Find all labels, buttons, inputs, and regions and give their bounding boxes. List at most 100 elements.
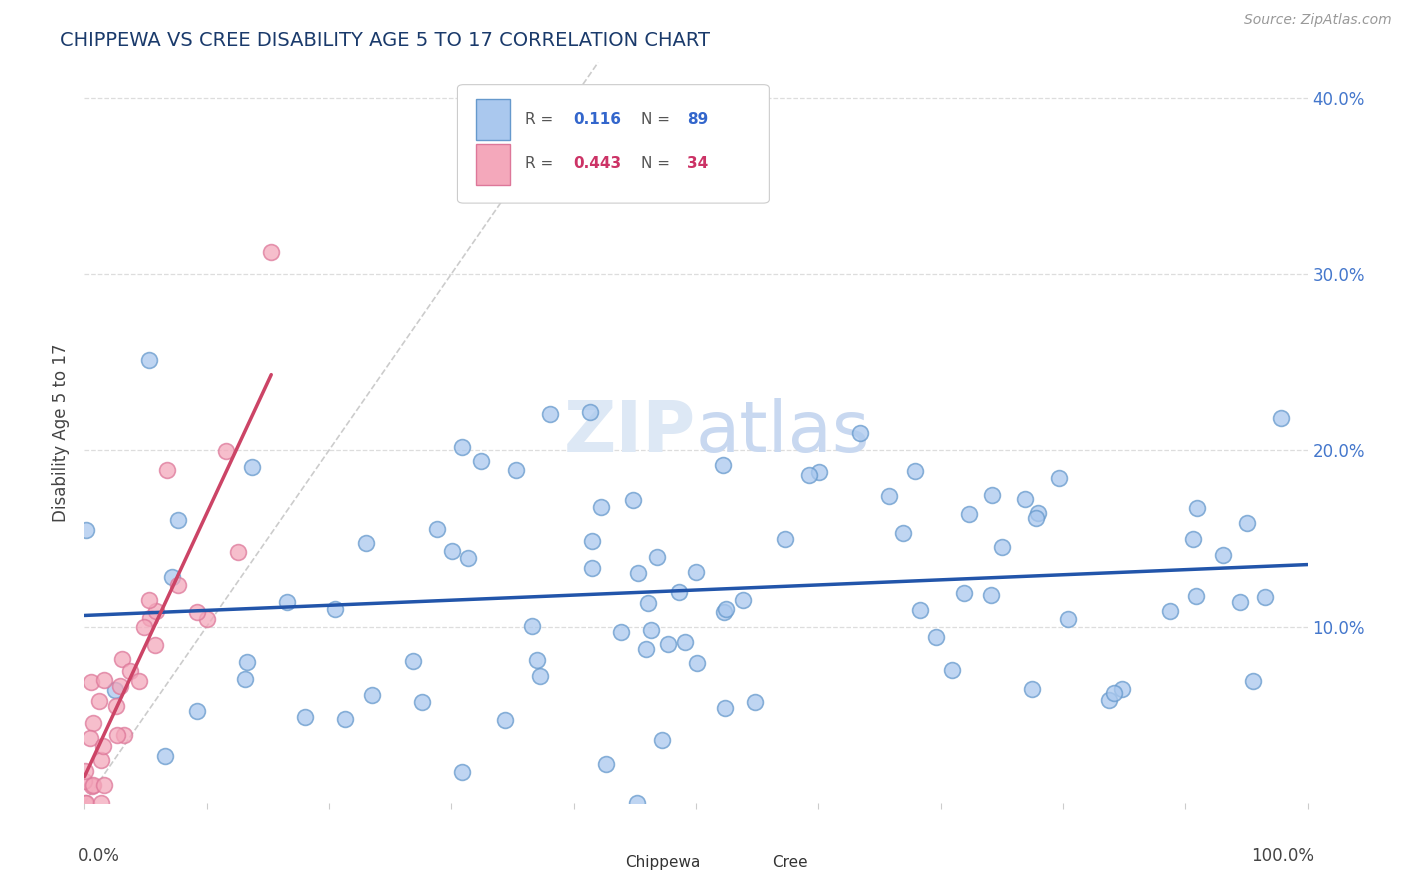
Point (520, 619, 543, 633)
Point (904, 464, 927, 478)
Point (731, 593, 754, 607)
Point (361, 688, 384, 702)
Text: R =: R = (524, 156, 558, 171)
Point (75, 764, 97, 778)
Point (714, 602, 737, 616)
Point (1098, 693, 1121, 707)
Point (621, 493, 644, 508)
Text: CHIPPEWA VS CREE DISABILITY AGE 5 TO 17 CORRELATION CHART: CHIPPEWA VS CREE DISABILITY AGE 5 TO 17 … (60, 30, 710, 50)
Text: 89: 89 (688, 112, 709, 127)
Point (440, 544, 463, 558)
Point (79, 731, 101, 745)
Point (138, 592, 160, 607)
Point (260, 244, 283, 259)
Point (90, 753, 112, 767)
Bar (592, 848, 619, 877)
Point (941, 663, 963, 677)
Bar (475, 144, 510, 185)
Point (640, 624, 662, 638)
Point (112, 728, 135, 742)
Point (494, 713, 516, 727)
Point (457, 550, 479, 565)
Point (470, 454, 492, 468)
Text: Source: ZipAtlas.com: Source: ZipAtlas.com (1244, 13, 1392, 28)
Point (668, 585, 690, 599)
Point (236, 655, 259, 669)
Point (953, 586, 976, 600)
Point (991, 540, 1014, 554)
Point (807, 465, 830, 479)
Point (908, 602, 931, 616)
Point (128, 673, 150, 688)
Point (1159, 604, 1181, 618)
Point (1241, 673, 1264, 688)
Point (411, 695, 433, 709)
Point (744, 695, 766, 709)
Point (1028, 506, 1050, 520)
Point (1014, 491, 1036, 506)
Point (1056, 612, 1078, 626)
Point (166, 513, 188, 527)
Point (673, 635, 696, 649)
Point (104, 682, 127, 697)
Point (82, 716, 104, 731)
Point (651, 732, 673, 747)
Point (156, 463, 179, 477)
Text: 0.116: 0.116 (574, 112, 621, 127)
Point (505, 463, 527, 477)
Point (773, 532, 796, 546)
Point (162, 570, 184, 584)
Point (1185, 500, 1208, 515)
Point (1212, 548, 1234, 562)
Point (1047, 471, 1070, 485)
Text: N =: N = (641, 156, 675, 171)
Point (526, 653, 548, 667)
Point (73, 773, 96, 788)
Point (233, 672, 256, 686)
Point (195, 612, 218, 626)
Point (1182, 533, 1205, 547)
Point (529, 669, 551, 683)
Point (426, 522, 449, 536)
Point (143, 638, 166, 652)
Point (451, 440, 474, 454)
Text: R =: R = (524, 112, 558, 127)
Point (1254, 590, 1277, 604)
Point (294, 710, 316, 724)
Point (1102, 686, 1125, 700)
Point (226, 545, 249, 559)
Point (111, 652, 134, 666)
Bar (738, 848, 766, 877)
Point (354, 536, 377, 550)
Point (637, 596, 659, 610)
Text: Chippewa: Chippewa (626, 855, 700, 870)
Point (877, 489, 900, 503)
Text: Cree: Cree (772, 855, 807, 870)
Point (581, 534, 603, 549)
Point (75, 796, 97, 810)
Point (138, 352, 160, 367)
Point (93, 673, 115, 687)
Point (93, 778, 115, 792)
Point (634, 642, 657, 657)
Point (214, 443, 236, 458)
Text: 0.0%: 0.0% (79, 847, 120, 865)
Point (104, 699, 127, 714)
Point (75, 796, 97, 810)
Point (713, 605, 735, 619)
Point (118, 664, 141, 678)
Point (323, 601, 346, 615)
Point (925, 630, 948, 644)
Point (589, 500, 612, 514)
Point (167, 578, 190, 592)
Point (335, 712, 357, 726)
Point (595, 756, 617, 771)
Text: N =: N = (641, 112, 675, 127)
Point (186, 704, 208, 718)
Point (80, 779, 103, 793)
Point (80, 674, 103, 689)
Point (627, 566, 650, 581)
Point (139, 610, 162, 624)
Point (1185, 589, 1208, 603)
Text: atlas: atlas (696, 398, 870, 467)
